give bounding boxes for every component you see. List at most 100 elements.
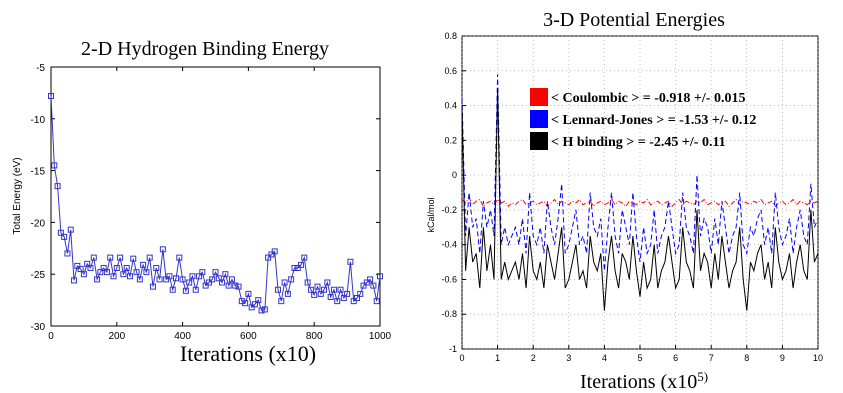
data-point	[163, 276, 170, 283]
x-tick-label: 400	[174, 331, 191, 342]
data-point	[113, 264, 120, 271]
y-tick-label: -25	[31, 270, 46, 281]
data-point	[324, 279, 331, 286]
x-tick-label: 8	[744, 353, 749, 363]
data-point	[140, 261, 147, 268]
data-point	[298, 261, 305, 268]
data-point	[261, 306, 268, 313]
data-point	[156, 276, 163, 283]
data-point	[209, 276, 216, 283]
x-tick-label: 6	[673, 353, 678, 363]
data-point	[337, 286, 344, 293]
data-point	[74, 262, 81, 269]
x-tick-label: 1000	[369, 331, 392, 342]
x-tick-label: 600	[240, 331, 257, 342]
data-point	[107, 254, 114, 261]
y-tick-label: 0.8	[444, 31, 457, 41]
data-point	[314, 283, 321, 290]
x-tick-label: 0	[459, 353, 464, 363]
chart-title: 2-D Hydrogen Binding Energy	[81, 38, 329, 60]
x-tick-label: 4	[602, 353, 607, 363]
y-tick-label: 0.4	[444, 101, 457, 111]
data-point	[100, 264, 107, 271]
data-point	[284, 290, 291, 297]
legend-label: < H binding > = -2.45 +/- 0.11	[551, 135, 726, 150]
data-point	[248, 304, 255, 311]
x-tick-label: 200	[108, 331, 125, 342]
x-axis: 0 1 2 3 4 5 6 7 8 9 10	[459, 345, 823, 363]
y-tick-label: -0.6	[441, 274, 457, 284]
data-point	[268, 251, 275, 258]
data-point	[288, 276, 295, 283]
legend-swatch	[530, 88, 548, 106]
data-point	[48, 93, 54, 100]
x-tick-label: 800	[306, 331, 323, 342]
x-axis-label: Iterations (x10)	[180, 341, 316, 366]
data-point	[94, 276, 101, 283]
series-line	[461, 196, 819, 208]
data-point	[173, 275, 180, 282]
x-tick-label: 2	[531, 353, 536, 363]
legend-swatch	[530, 110, 548, 128]
data-point	[159, 246, 166, 253]
data-point	[251, 301, 258, 308]
data-point	[245, 290, 252, 297]
x-tick-label: 5	[637, 353, 642, 363]
data-point	[57, 229, 64, 236]
data-point	[330, 286, 337, 293]
data-point	[179, 276, 186, 283]
y-tick-label: -0.4	[441, 240, 457, 250]
data-point	[103, 269, 110, 276]
data-point	[182, 287, 189, 294]
x-tick-label: 0	[48, 331, 54, 342]
data-point	[304, 279, 311, 286]
data-point	[77, 266, 84, 273]
data-point	[51, 162, 58, 169]
data-point	[281, 279, 288, 286]
data-point	[87, 264, 94, 271]
data-point	[255, 297, 262, 304]
x-axis: 0 200 400 600 800 1000	[48, 67, 392, 342]
y-tick-label: 0	[452, 170, 457, 180]
data-point	[133, 269, 140, 276]
y-tick-label: -30	[31, 322, 46, 333]
data-point	[353, 295, 360, 302]
series-line	[461, 88, 819, 311]
x-axis-label-main: Iterations (x10	[580, 371, 697, 393]
chart-2d-hydrogen-binding-energy: 2-D Hydrogen Binding Energy -30 -25 -20 -15…	[12, 38, 392, 366]
data-point	[84, 260, 91, 267]
data-point	[67, 226, 74, 233]
data-point	[212, 269, 219, 276]
data-point	[186, 279, 193, 286]
data-point	[149, 283, 156, 290]
data-point	[307, 286, 314, 293]
data-point	[242, 300, 249, 307]
data-point	[90, 254, 97, 261]
data-point	[219, 279, 226, 286]
data-point	[222, 271, 229, 278]
y-tick-label: -0.8	[441, 309, 457, 319]
data-point	[64, 250, 71, 257]
data-point	[189, 273, 196, 280]
y-tick-label: 0.2	[444, 135, 457, 145]
data-point	[97, 269, 104, 276]
data-point	[205, 279, 212, 286]
series-line	[461, 74, 819, 271]
data-point	[199, 269, 206, 276]
data-point	[377, 273, 383, 280]
data-point	[311, 291, 318, 298]
data-point	[110, 273, 117, 280]
data-point	[228, 276, 235, 283]
legend-swatch	[530, 132, 548, 150]
plot-area	[50, 66, 381, 327]
data-point	[271, 248, 278, 255]
chart-3d-potential-energies: 3-D Potential Energies -1 -0.8 -0.6 -0.4 -0.…	[426, 9, 823, 393]
x-tick-label: 3	[566, 353, 571, 363]
x-axis-label: Iterations (x105)	[580, 369, 708, 393]
data-point	[344, 290, 351, 297]
y-tick-label: -0.2	[441, 205, 457, 215]
data-point	[123, 264, 130, 271]
data-point	[235, 283, 242, 290]
data-point	[169, 286, 176, 293]
data-point	[370, 282, 377, 289]
